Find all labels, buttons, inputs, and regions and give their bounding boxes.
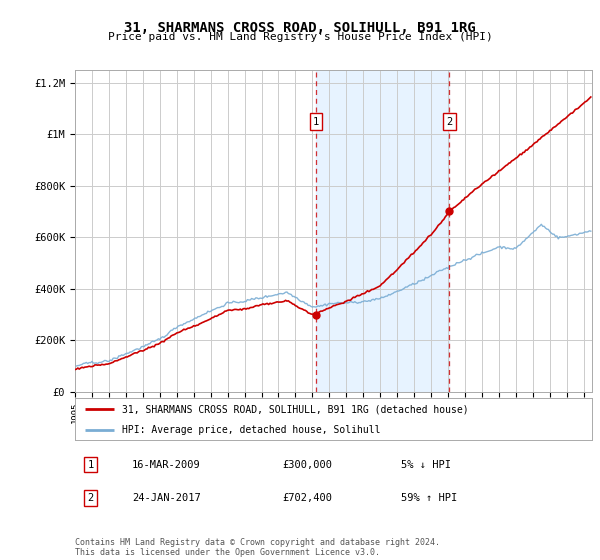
Text: 59% ↑ HPI: 59% ↑ HPI bbox=[401, 493, 457, 503]
Text: 1: 1 bbox=[88, 460, 94, 469]
Text: Price paid vs. HM Land Registry's House Price Index (HPI): Price paid vs. HM Land Registry's House … bbox=[107, 32, 493, 43]
Text: 31, SHARMANS CROSS ROAD, SOLIHULL, B91 1RG (detached house): 31, SHARMANS CROSS ROAD, SOLIHULL, B91 1… bbox=[122, 404, 468, 414]
Text: 1: 1 bbox=[313, 116, 319, 127]
Text: 24-JAN-2017: 24-JAN-2017 bbox=[132, 493, 200, 503]
Text: 16-MAR-2009: 16-MAR-2009 bbox=[132, 460, 200, 469]
Text: 2: 2 bbox=[88, 493, 94, 503]
Text: £300,000: £300,000 bbox=[282, 460, 332, 469]
Text: £702,400: £702,400 bbox=[282, 493, 332, 503]
Text: Contains HM Land Registry data © Crown copyright and database right 2024.
This d: Contains HM Land Registry data © Crown c… bbox=[75, 538, 440, 557]
Text: 31, SHARMANS CROSS ROAD, SOLIHULL, B91 1RG: 31, SHARMANS CROSS ROAD, SOLIHULL, B91 1… bbox=[124, 21, 476, 35]
Text: 2: 2 bbox=[446, 116, 452, 127]
Text: 5% ↓ HPI: 5% ↓ HPI bbox=[401, 460, 451, 469]
Text: HPI: Average price, detached house, Solihull: HPI: Average price, detached house, Soli… bbox=[122, 424, 380, 435]
